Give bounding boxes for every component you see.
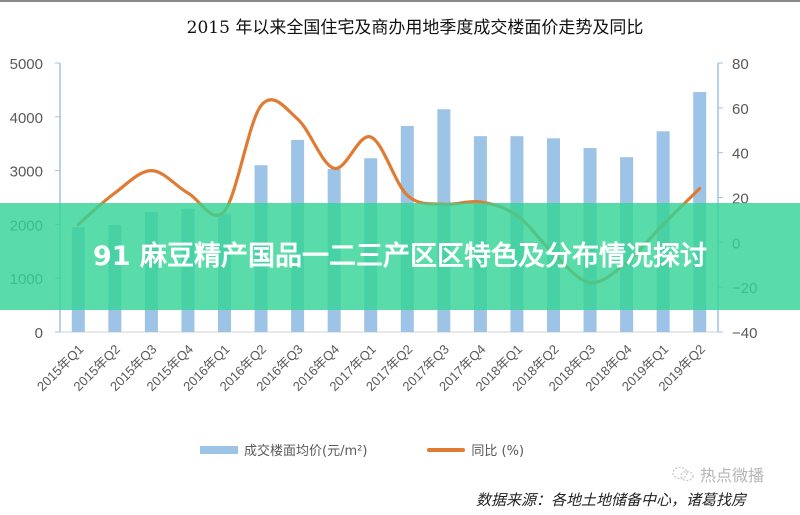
legend-line-swatch <box>427 447 466 452</box>
left-tick-label: 0 <box>35 325 43 342</box>
left-tick-label: 3000 <box>10 164 43 181</box>
legend-price-label: 成交楼面均价(元/m²) <box>244 444 368 459</box>
chart-title: 2015 年以来全国住宅及商办用地季度成交楼面价走势及同比 <box>186 18 644 38</box>
data-source-note: 数据来源：各地土地储备中心，诸葛找房 <box>476 491 747 509</box>
legend: 成交楼面均价(元/m²) 同比 (%) <box>200 440 584 459</box>
legend-bar-swatch <box>200 445 238 454</box>
legend-yoy-label: 同比 (%) <box>471 444 525 459</box>
top-rule <box>0 0 800 2</box>
legend-item-price: 成交楼面均价(元/m²) <box>200 440 367 459</box>
wechat-bubble-icon <box>672 466 694 482</box>
watermark-text: 热点微播 <box>700 466 765 485</box>
left-tick-label: 4000 <box>10 110 43 127</box>
watermark: 热点微播 <box>672 462 764 486</box>
right-tick-label: 60 <box>732 101 749 118</box>
right-tick-label: −40 <box>732 325 757 342</box>
banner-headline: 91 麻豆精产国品一二三产区区特色及分布情况探讨 <box>93 240 707 272</box>
left-tick-label: 5000 <box>10 56 43 73</box>
overlay-banner: 91 麻豆精产国品一二三产区区特色及分布情况探讨 <box>0 203 800 310</box>
right-tick-label: 40 <box>732 146 749 163</box>
right-tick-label: 80 <box>732 56 749 73</box>
legend-item-yoy: 同比 (%) <box>427 440 524 459</box>
